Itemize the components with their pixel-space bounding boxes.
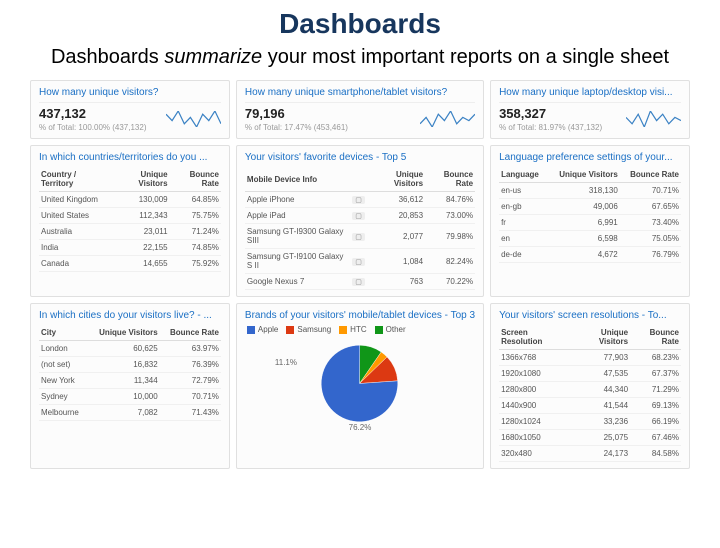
cities-table: CityUnique VisitorsBounce RateLondon60,6…: [39, 325, 221, 421]
panel-resolutions[interactable]: Your visitors' screen resolutions - To..…: [490, 303, 690, 469]
metric-value: 437,132: [39, 106, 146, 121]
metric-subtext: % of Total: 17.47% (453,461): [245, 123, 348, 132]
devices-table: Mobile Device InfoUnique VisitorsBounce …: [245, 167, 475, 290]
language-table: LanguageUnique VisitorsBounce Rateen-us3…: [499, 167, 681, 263]
table-row[interactable]: Samsung GT-I9100 Galaxy S II▢1,08482.24%: [245, 249, 475, 274]
table-row[interactable]: (not set)16,83276.39%: [39, 357, 221, 373]
table-row[interactable]: Canada14,65575.92%: [39, 256, 221, 272]
table-row[interactable]: 1280x102433,23666.19%: [499, 414, 681, 430]
panel-title: Language preference settings of your...: [499, 152, 681, 163]
panel-title: How many unique smartphone/tablet visito…: [245, 87, 475, 98]
subtitle-italic: summarize: [164, 46, 262, 68]
sparkline: [420, 111, 475, 127]
table-row[interactable]: en6,59875.05%: [499, 231, 681, 247]
legend-item: HTC: [339, 325, 366, 334]
table-row[interactable]: United Kingdom130,00964.85%: [39, 192, 221, 208]
table-row[interactable]: 1920x108047,53567.37%: [499, 366, 681, 382]
sparkline: [166, 111, 221, 127]
legend-item: Other: [375, 325, 406, 334]
table-row[interactable]: Melbourne7,08271.43%: [39, 405, 221, 421]
panel-title: In which countries/territories do you ..…: [39, 152, 221, 163]
pie-legend: Apple Samsung HTC Other: [247, 325, 475, 334]
metric-subtext: % of Total: 81.97% (437,132): [499, 123, 602, 132]
sparkline: [626, 111, 681, 127]
pie-slice-label: 76.2%: [349, 423, 372, 432]
panel-unique-visitors[interactable]: How many unique visitors? 437,132 % of T…: [30, 80, 230, 139]
panel-countries[interactable]: In which countries/territories do you ..…: [30, 145, 230, 297]
table-row[interactable]: United States112,34375.75%: [39, 208, 221, 224]
metric-value: 358,327: [499, 106, 602, 121]
table-row[interactable]: Samsung GT-I9300 Galaxy SIII▢2,07779.98%: [245, 224, 475, 249]
table-row[interactable]: Australia23,01171.24%: [39, 224, 221, 240]
panel-title: How many unique laptop/desktop visi...: [499, 87, 681, 98]
table-row[interactable]: New York11,34472.79%: [39, 373, 221, 389]
panel-title: How many unique visitors?: [39, 87, 221, 98]
legend-item: Apple: [247, 325, 278, 334]
panel-brands[interactable]: Brands of your visitors' mobile/tablet d…: [236, 303, 484, 469]
countries-table: Country / TerritoryUnique VisitorsBounce…: [39, 167, 221, 272]
table-row[interactable]: 1440x90041,54469.13%: [499, 398, 681, 414]
table-row[interactable]: Apple iPad▢20,85373.00%: [245, 208, 475, 224]
subtitle-post: your most important reports on a single …: [262, 46, 669, 68]
panel-devices[interactable]: Your visitors' favorite devices - Top 5 …: [236, 145, 484, 297]
table-row[interactable]: 320x48024,17384.58%: [499, 446, 681, 462]
panel-title: Your visitors' screen resolutions - To..…: [499, 310, 681, 321]
panel-title: In which cities do your visitors live? -…: [39, 310, 221, 321]
panel-title: Brands of your visitors' mobile/tablet d…: [245, 310, 475, 321]
table-row[interactable]: London60,62563.97%: [39, 341, 221, 357]
pie-slice-label: 11.1%: [275, 358, 297, 367]
table-row[interactable]: Sydney10,00070.71%: [39, 389, 221, 405]
subtitle-pre: Dashboards: [51, 46, 164, 68]
panel-cities[interactable]: In which cities do your visitors live? -…: [30, 303, 230, 469]
table-row[interactable]: 1366x76877,90368.23%: [499, 350, 681, 366]
panel-desktop-visitors[interactable]: How many unique laptop/desktop visi... 3…: [490, 80, 690, 139]
metric-value: 79,196: [245, 106, 348, 121]
legend-item: Samsung: [286, 325, 331, 334]
table-row[interactable]: Google Nexus 7▢76370.22%: [245, 274, 475, 290]
table-row[interactable]: fr6,99173.40%: [499, 215, 681, 231]
metric-subtext: % of Total: 100.00% (437,132): [39, 123, 146, 132]
table-row[interactable]: en-us318,13070.71%: [499, 183, 681, 199]
panel-title: Your visitors' favorite devices - Top 5: [245, 152, 475, 163]
table-row[interactable]: 1280x80044,34071.29%: [499, 382, 681, 398]
pie-chart: 11.1% 76.2%: [245, 338, 475, 428]
table-row[interactable]: en-gb49,00667.65%: [499, 199, 681, 215]
panel-mobile-visitors[interactable]: How many unique smartphone/tablet visito…: [236, 80, 484, 139]
table-row[interactable]: de-de4,67276.79%: [499, 247, 681, 263]
slide-title: Dashboards: [0, 8, 720, 40]
table-row[interactable]: 1680x105025,07567.46%: [499, 430, 681, 446]
slide-subtitle: Dashboards summarize your most important…: [0, 44, 720, 70]
panel-language[interactable]: Language preference settings of your... …: [490, 145, 690, 297]
table-row[interactable]: India22,15574.85%: [39, 240, 221, 256]
dashboard-screenshot: How many unique visitors? 437,132 % of T…: [0, 70, 720, 469]
resolutions-table: Screen ResolutionUnique VisitorsBounce R…: [499, 325, 681, 462]
table-row[interactable]: Apple iPhone▢36,61284.76%: [245, 192, 475, 208]
